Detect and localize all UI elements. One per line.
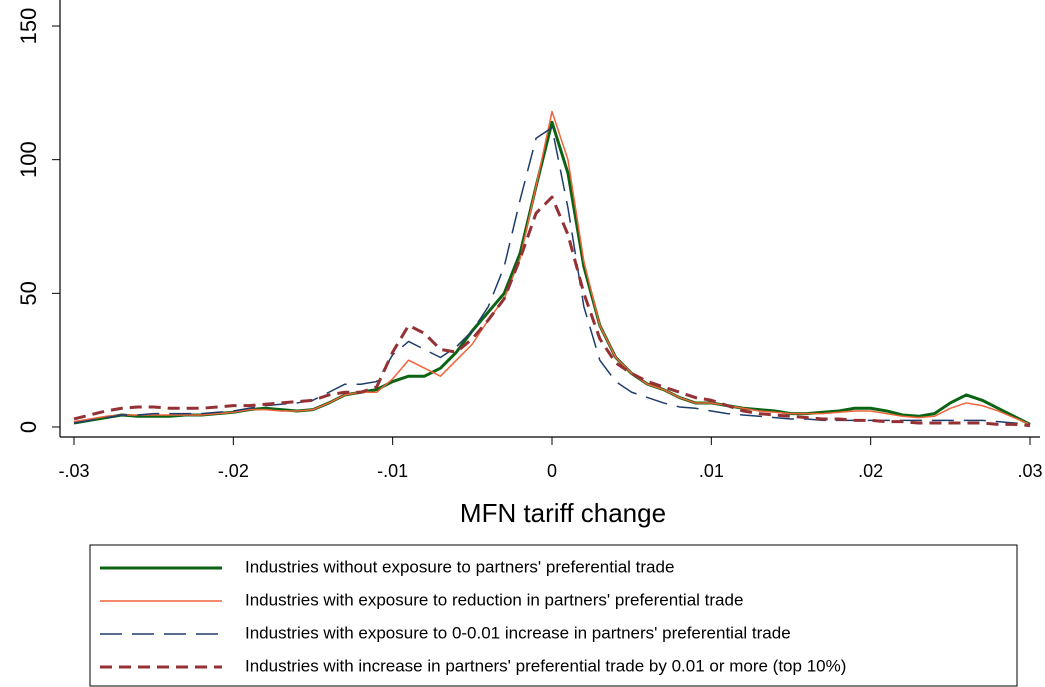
legend-label: Industries with exposure to reduction in… xyxy=(245,590,743,609)
series-line xyxy=(73,120,1031,426)
legend-label: Industries with exposure to 0-0.01 incre… xyxy=(245,623,791,642)
legend xyxy=(89,544,1018,687)
legend-label: Industries without exposure to partners'… xyxy=(245,557,674,576)
x-tick-label: -.02 xyxy=(218,461,249,481)
x-tick-label: .02 xyxy=(858,461,883,481)
x-tick-label: .03 xyxy=(1017,461,1042,481)
x-tick-label: 0 xyxy=(547,461,557,481)
x-tick-label: -.01 xyxy=(377,461,408,481)
x-tick-label: -.03 xyxy=(58,461,89,481)
y-tick-label: 100 xyxy=(16,141,41,178)
y-tick-label: 50 xyxy=(16,281,41,305)
legend-label: Industries with increase in partners' pr… xyxy=(245,656,846,675)
series-line xyxy=(73,195,1031,428)
y-tick-label: 0 xyxy=(16,421,41,433)
series-line xyxy=(73,110,1031,426)
x-axis-title: MFN tariff change xyxy=(460,498,666,528)
x-tick-label: .01 xyxy=(699,461,724,481)
y-tick-label: 150 xyxy=(16,8,41,45)
series-line xyxy=(73,126,1031,426)
